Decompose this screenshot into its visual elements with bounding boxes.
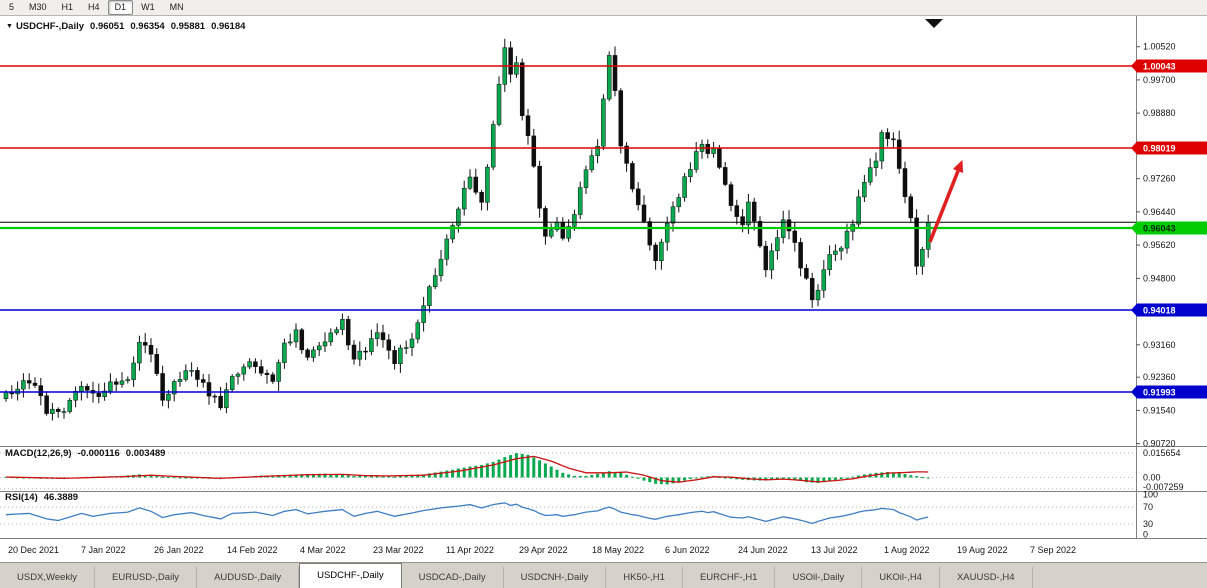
- svg-text:-0.007259: -0.007259: [1143, 482, 1184, 492]
- svg-text:24 Jun 2022: 24 Jun 2022: [738, 545, 788, 555]
- svg-text:70: 70: [1143, 502, 1153, 512]
- timeframe-button-m30[interactable]: M30: [29, 2, 47, 12]
- date-axis[interactable]: 20 Dec 2021 7 Jan 2022 26 Jan 2022 14 Feb 2…: [8, 545, 1076, 555]
- tab-hk50-h1[interactable]: HK50-,H1: [606, 567, 683, 588]
- chart-title: ▼ USDCHF-,Daily 0.96051 0.96354 0.95881 0.961…: [6, 21, 245, 32]
- rsi-indicator-label: RSI(14) 46.3889: [5, 492, 78, 503]
- macd-value-main: -0.000116: [77, 448, 120, 459]
- svg-text:30: 30: [1143, 519, 1153, 529]
- timeframe-button-mn[interactable]: MN: [169, 2, 184, 12]
- panel-separators: [0, 16, 1207, 539]
- ohlc-low: 0.95881: [170, 21, 206, 32]
- svg-text:11 Apr 2022: 11 Apr 2022: [446, 545, 494, 555]
- timeframe-button-h4[interactable]: H4: [88, 2, 100, 12]
- svg-text:0.98880: 0.98880: [1143, 108, 1176, 118]
- svg-text:29 Apr 2022: 29 Apr 2022: [519, 545, 568, 555]
- svg-text:26 Jan 2022: 26 Jan 2022: [154, 545, 204, 555]
- ohlc-open: 0.96051: [90, 21, 125, 32]
- tab-usdcad-daily[interactable]: USDCAD-,Daily: [402, 567, 504, 588]
- price-axis[interactable]: 1.00520 0.99700 0.98880 0.97260 0.96440 0.956…: [1131, 42, 1207, 449]
- svg-text:0.00: 0.00: [1143, 473, 1161, 483]
- svg-text:1.00043: 1.00043: [1143, 62, 1176, 72]
- svg-text:14 Feb 2022: 14 Feb 2022: [227, 545, 278, 555]
- timeframe-toolbar: 5 M30 H1 H4 D1 W1 MN: [0, 0, 1207, 16]
- candles[interactable]: [3, 38, 931, 421]
- svg-text:7 Jan 2022: 7 Jan 2022: [81, 545, 126, 555]
- svg-text:0.92360: 0.92360: [1143, 372, 1176, 382]
- tab-audusd-daily[interactable]: AUDUSD-,Daily: [197, 567, 300, 588]
- indicator-gridlines: [0, 452, 1136, 525]
- timeframe-button-w1[interactable]: W1: [141, 2, 155, 12]
- macd-value-signal: 0.003489: [125, 448, 166, 459]
- chart-shift-marker-icon[interactable]: [925, 19, 943, 28]
- macd-name: MACD(12,26,9): [5, 448, 72, 459]
- svg-text:0.91540: 0.91540: [1143, 405, 1176, 415]
- timeframe-button-5[interactable]: 5: [9, 2, 15, 12]
- tab-ukoil-h4[interactable]: UKOil-,H4: [862, 567, 940, 588]
- tab-usdx-weekly[interactable]: USDX,Weekly: [0, 567, 96, 588]
- svg-text:0.94800: 0.94800: [1143, 273, 1176, 283]
- rsi-value: 46.3889: [43, 492, 79, 503]
- chart-symbol-period: USDCHF-,Daily: [15, 21, 85, 32]
- svg-text:23 Mar 2022: 23 Mar 2022: [373, 545, 424, 555]
- rsi-name: RSI(14): [5, 492, 38, 503]
- tab-usdcnh-daily[interactable]: USDCNH-,Daily: [504, 567, 607, 588]
- tab-xauusd-h4[interactable]: XAUUSD-,H4: [940, 567, 1033, 588]
- horizontal-lines[interactable]: [0, 65, 1136, 393]
- tab-eurusd-daily[interactable]: EURUSD-,Daily: [95, 567, 198, 588]
- svg-text:0.015654: 0.015654: [1143, 448, 1181, 458]
- svg-text:0: 0: [1143, 530, 1148, 540]
- svg-text:0.95620: 0.95620: [1143, 240, 1176, 250]
- svg-text:4 Mar 2022: 4 Mar 2022: [300, 545, 346, 555]
- chart-canvas[interactable]: 1.00520 0.99700 0.98880 0.97260 0.96440 0.956…: [0, 16, 1207, 562]
- svg-text:6 Jun 2022: 6 Jun 2022: [665, 545, 710, 555]
- ohlc-high: 0.96354: [130, 21, 165, 32]
- svg-text:1.00520: 1.00520: [1143, 42, 1176, 52]
- svg-text:1 Aug 2022: 1 Aug 2022: [884, 545, 930, 555]
- svg-text:0.96043: 0.96043: [1143, 224, 1176, 234]
- svg-text:0.90720: 0.90720: [1143, 439, 1176, 449]
- svg-text:0.96440: 0.96440: [1143, 207, 1176, 217]
- svg-text:0.91993: 0.91993: [1143, 388, 1176, 398]
- macd-signal-line: [5, 455, 929, 483]
- svg-text:0.93160: 0.93160: [1143, 340, 1176, 350]
- tab-eurchf-h1[interactable]: EURCHF-,H1: [683, 567, 776, 588]
- svg-text:0.99700: 0.99700: [1143, 75, 1176, 85]
- trend-arrow[interactable]: [928, 159, 964, 243]
- svg-text:100: 100: [1143, 490, 1158, 500]
- svg-text:7 Sep 2022: 7 Sep 2022: [1030, 545, 1076, 555]
- ohlc-close: 0.96184: [211, 21, 246, 32]
- chart-expand-icon[interactable]: ▼: [6, 23, 13, 30]
- macd-indicator-label: MACD(12,26,9) -0.000116 0.003489: [5, 448, 165, 459]
- tab-usdchf-daily[interactable]: USDCHF-,Daily: [299, 563, 402, 588]
- svg-text:0.94018: 0.94018: [1143, 306, 1176, 316]
- svg-text:20 Dec 2021: 20 Dec 2021: [8, 545, 59, 555]
- timeframe-button-h1[interactable]: H1: [61, 2, 74, 12]
- svg-text:0.97260: 0.97260: [1143, 174, 1176, 184]
- chart-tabs-bar: USDX,Weekly EURUSD-,Daily AUDUSD-,Daily USD…: [0, 562, 1207, 588]
- svg-text:0.98019: 0.98019: [1143, 144, 1176, 154]
- timeframe-button-d1[interactable]: D1: [107, 0, 134, 15]
- svg-text:18 May 2022: 18 May 2022: [592, 545, 644, 555]
- rsi-line: [5, 502, 929, 525]
- svg-text:19 Aug 2022: 19 Aug 2022: [957, 545, 1008, 555]
- svg-text:13 Jul 2022: 13 Jul 2022: [811, 545, 858, 555]
- chart-area[interactable]: 1.00520 0.99700 0.98880 0.97260 0.96440 0.956…: [0, 16, 1207, 562]
- tab-usoil-daily[interactable]: USOil-,Daily: [775, 567, 863, 588]
